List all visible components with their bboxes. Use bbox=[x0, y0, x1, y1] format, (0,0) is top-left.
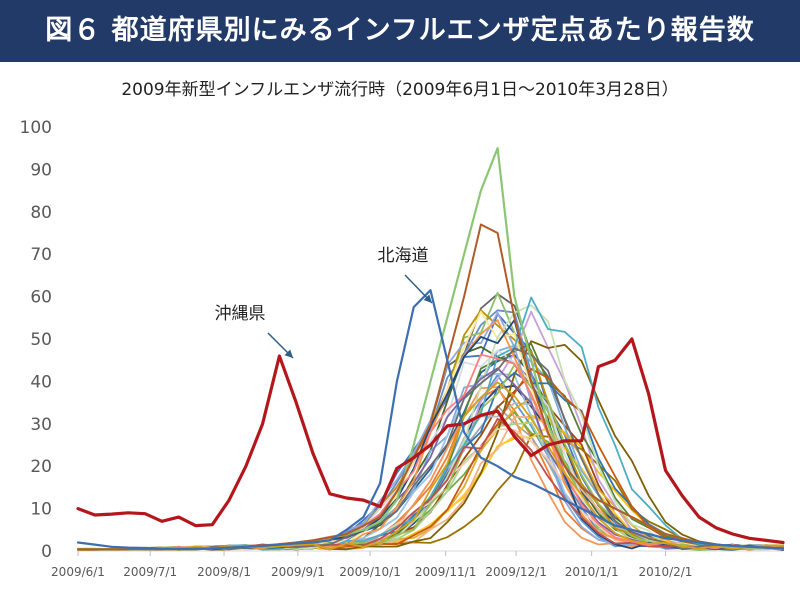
series-line bbox=[77, 319, 784, 551]
y-tick-label: 90 bbox=[30, 160, 52, 180]
series-line bbox=[77, 367, 784, 551]
x-tick-label: 2009/10/1 bbox=[339, 565, 401, 579]
y-tick-label: 80 bbox=[30, 203, 52, 223]
chart-subtitle: 2009年新型インフルエンザ流行時（2009年6月1日～2010年3月28日） bbox=[121, 80, 679, 100]
series-line-highlight bbox=[76, 289, 785, 550]
series-line-highlight bbox=[76, 337, 785, 545]
y-tick-label: 70 bbox=[30, 245, 52, 265]
x-tick-label: 2009/9/1 bbox=[271, 565, 325, 579]
x-tick-label: 2009/8/1 bbox=[197, 565, 251, 579]
highlighted-series-layer bbox=[76, 289, 785, 550]
y-tick-label: 20 bbox=[30, 457, 52, 477]
annotation-arrowhead bbox=[423, 294, 432, 303]
chart-title: 図６ 都道府県別にみるインフルエンザ定点あたり報告数 bbox=[45, 15, 755, 46]
y-tick-label: 60 bbox=[30, 288, 52, 308]
series-line bbox=[77, 368, 784, 551]
x-tick-label: 2009/12/1 bbox=[485, 565, 547, 579]
y-tick-label: 10 bbox=[30, 500, 52, 520]
y-tick-label: 0 bbox=[41, 542, 52, 562]
y-tick-label: 30 bbox=[30, 415, 52, 435]
title-banner bbox=[0, 0, 800, 62]
annotation-label: 沖縄県 bbox=[215, 304, 266, 324]
axis-layer: 0 10 20 30 40 50 60 70 80 90 100 2009/6/1 2009/7/1 20… bbox=[20, 118, 783, 579]
y-tick-label: 40 bbox=[30, 372, 52, 392]
x-tick-label: 2010/1/1 bbox=[565, 565, 619, 579]
annotation-layer: 沖縄県 北海道 bbox=[215, 246, 433, 359]
series-line bbox=[77, 381, 784, 551]
annotation-arrowhead bbox=[284, 349, 293, 358]
x-tick-label: 2009/11/1 bbox=[415, 565, 477, 579]
y-tick-label: 50 bbox=[30, 330, 52, 350]
x-tick-label: 2010/2/1 bbox=[639, 565, 693, 579]
annotation-label: 北海道 bbox=[378, 246, 429, 266]
x-tick-label: 2009/6/1 bbox=[51, 565, 105, 579]
x-tick-label: 2009/7/1 bbox=[123, 565, 177, 579]
y-tick-label: 100 bbox=[20, 118, 52, 138]
